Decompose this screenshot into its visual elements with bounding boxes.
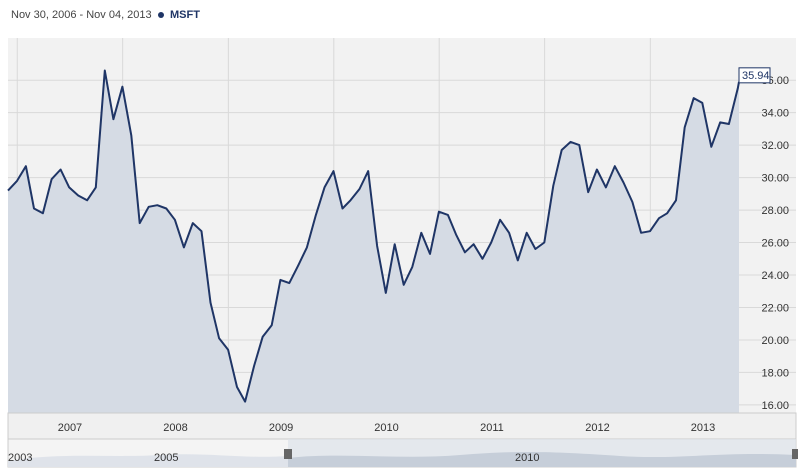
navigator-right-handle[interactable] xyxy=(792,449,798,459)
y-tick-label: 30.00 xyxy=(761,173,789,185)
x-tick-label: 2009 xyxy=(269,422,293,434)
legend-marker-icon xyxy=(158,12,164,18)
price-line[interactable] xyxy=(7,69,740,403)
x-tick-label: 2012 xyxy=(585,422,609,434)
legend-label: MSFT xyxy=(170,9,200,21)
navigator-left-handle[interactable] xyxy=(284,449,292,459)
legend-item-msft[interactable]: MSFT xyxy=(158,9,200,21)
navigator[interactable]: 2003 2005 2010 xyxy=(7,438,798,468)
navigator-label-2010: 2010 xyxy=(515,452,539,464)
navigator-label-2005: 2005 xyxy=(154,452,178,464)
x-tick-label: 2011 xyxy=(480,422,504,434)
y-tick-label: 22.00 xyxy=(761,302,789,314)
y-tick-label: 34.00 xyxy=(761,108,789,120)
y-tick-label: 28.00 xyxy=(761,205,789,217)
navigator-label-2003: 2003 xyxy=(8,452,32,464)
last-value-label: 35.94 xyxy=(742,70,770,82)
y-tick-label: 32.00 xyxy=(761,140,789,152)
y-tick-label: 18.00 xyxy=(761,367,789,379)
x-tick-label: 2008 xyxy=(163,422,187,434)
y-axis: 16.00 18.00 20.00 22.00 24.00 26.00 28.00 30.00… xyxy=(761,75,789,412)
price-area xyxy=(8,70,739,413)
x-tick-label: 2013 xyxy=(691,422,715,434)
y-tick-label: 16.00 xyxy=(761,400,789,412)
chart-header: Nov 30, 2006 - Nov 04, 2013 MSFT xyxy=(0,0,804,30)
y-tick-label: 26.00 xyxy=(761,238,789,250)
y-tick-label: 24.00 xyxy=(761,270,789,282)
y-tick-label: 20.00 xyxy=(761,335,789,347)
last-value-box: 35.94 xyxy=(738,67,771,84)
date-range-label: Nov 30, 2006 - Nov 04, 2013 xyxy=(11,9,152,21)
x-tick-label: 2007 xyxy=(58,422,82,434)
x-tick-label: 2010 xyxy=(374,422,398,434)
x-axis: 2007 2008 2009 2010 2011 2012 2013 xyxy=(7,412,797,440)
